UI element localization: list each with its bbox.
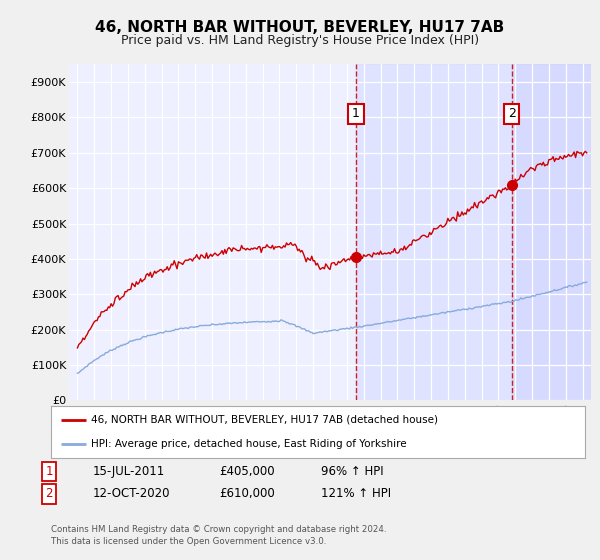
Text: 96% ↑ HPI: 96% ↑ HPI bbox=[321, 465, 383, 478]
Text: 12-OCT-2020: 12-OCT-2020 bbox=[93, 487, 170, 501]
Text: Contains HM Land Registry data © Crown copyright and database right 2024.: Contains HM Land Registry data © Crown c… bbox=[51, 525, 386, 534]
Text: 46, NORTH BAR WITHOUT, BEVERLEY, HU17 7AB: 46, NORTH BAR WITHOUT, BEVERLEY, HU17 7A… bbox=[95, 20, 505, 35]
Text: 46, NORTH BAR WITHOUT, BEVERLEY, HU17 7AB (detached house): 46, NORTH BAR WITHOUT, BEVERLEY, HU17 7A… bbox=[91, 415, 438, 425]
Text: £610,000: £610,000 bbox=[219, 487, 275, 501]
Text: This data is licensed under the Open Government Licence v3.0.: This data is licensed under the Open Gov… bbox=[51, 537, 326, 546]
Text: £405,000: £405,000 bbox=[219, 465, 275, 478]
Bar bbox=[512, 64, 591, 400]
Text: 1: 1 bbox=[352, 108, 360, 120]
Text: 15-JUL-2011: 15-JUL-2011 bbox=[93, 465, 165, 478]
Text: HPI: Average price, detached house, East Riding of Yorkshire: HPI: Average price, detached house, East… bbox=[91, 438, 407, 449]
Text: 1: 1 bbox=[46, 465, 53, 478]
Text: 2: 2 bbox=[46, 487, 53, 501]
Bar bbox=[356, 64, 591, 400]
Text: 2: 2 bbox=[508, 108, 515, 120]
Text: Price paid vs. HM Land Registry's House Price Index (HPI): Price paid vs. HM Land Registry's House … bbox=[121, 34, 479, 46]
Text: 121% ↑ HPI: 121% ↑ HPI bbox=[321, 487, 391, 501]
